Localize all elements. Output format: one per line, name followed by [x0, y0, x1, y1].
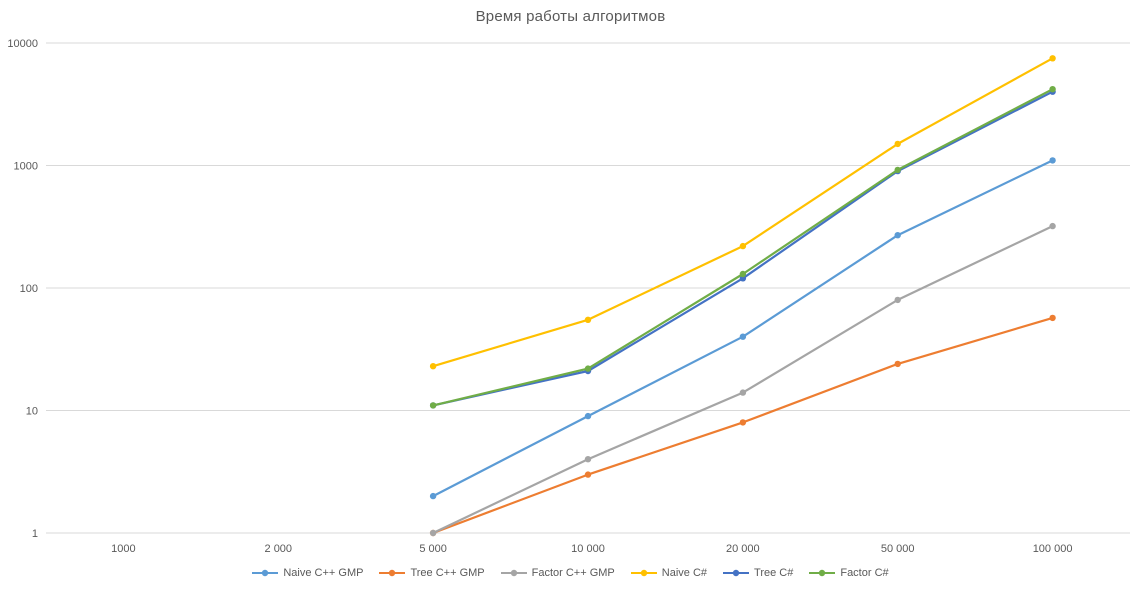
- data-point-marker: [894, 360, 901, 368]
- data-point-marker: [739, 333, 747, 340]
- data-point-marker: [1049, 222, 1056, 230]
- legend-item: Naive C#: [630, 567, 708, 579]
- legend-marker-icon: [630, 569, 657, 577]
- x-axis-tick-label: 100 000: [1033, 543, 1073, 555]
- y-axis-tick-label: 100: [20, 283, 38, 295]
- data-point-marker: [739, 419, 747, 426]
- data-point-marker: [894, 166, 901, 174]
- x-axis-tick-label: 1000: [111, 543, 135, 555]
- legend-item: Naive C++ GMP: [252, 567, 363, 579]
- data-point-marker: [429, 529, 437, 537]
- series-line: [432, 57, 1054, 368]
- y-axis-tick-label: 10: [26, 406, 38, 418]
- data-point-marker: [584, 456, 592, 463]
- data-point-marker: [584, 365, 592, 372]
- legend: Naive C++ GMP Tree C++ GMP Factor C++ GMP N…: [0, 567, 1141, 579]
- data-point-marker: [584, 471, 592, 478]
- legend-marker-icon: [252, 569, 279, 577]
- data-point-marker: [584, 412, 592, 420]
- legend-label: Naive C#: [661, 567, 708, 579]
- data-point-marker: [1049, 55, 1056, 62]
- legend-item: Tree C#: [723, 567, 793, 579]
- data-point-marker: [1049, 314, 1056, 322]
- legend-marker-icon: [809, 569, 836, 577]
- legend-label: Factor C++ GMP: [531, 567, 615, 579]
- legend-item: Tree C++ GMP: [379, 567, 485, 579]
- data-point-marker: [429, 492, 437, 500]
- legend-marker-icon: [500, 569, 527, 577]
- data-point-marker: [739, 242, 747, 250]
- data-point-marker: [894, 296, 901, 304]
- series-line: [432, 159, 1054, 498]
- data-point-marker: [429, 363, 437, 370]
- data-point-marker: [1049, 86, 1056, 93]
- legend-marker-icon: [379, 569, 406, 577]
- x-axis-tick-label: 50 000: [881, 543, 915, 555]
- data-point-marker: [429, 402, 437, 409]
- data-point-marker: [739, 270, 747, 278]
- legend-label: Factor C#: [840, 567, 889, 579]
- x-axis-tick-label: 10 000: [571, 543, 605, 555]
- plot-area: 1 10 100 1000 10000 1000 2 000 5 000 10 000 20 00…: [7, 38, 1130, 555]
- legend-label: Tree C++ GMP: [410, 567, 485, 579]
- legend-item: Factor C#: [809, 567, 889, 579]
- data-point-marker: [739, 389, 747, 396]
- legend-marker-icon: [723, 569, 750, 577]
- x-axis-tick-label: 20 000: [726, 543, 760, 555]
- y-axis-tick-label: 10000: [7, 38, 38, 50]
- y-axis-tick-label: 1: [32, 528, 38, 540]
- x-axis-tick-label: 5 000: [419, 543, 447, 555]
- y-axis-tick-label: 1000: [14, 161, 38, 173]
- chart-title: Время работы алгоритмов: [475, 8, 666, 25]
- data-point-marker: [1049, 157, 1056, 164]
- data-point-marker: [894, 140, 901, 148]
- legend-label: Naive C++ GMP: [283, 567, 364, 579]
- data-point-marker: [894, 232, 901, 239]
- data-point-marker: [584, 316, 592, 323]
- legend-item: Factor C++ GMP: [500, 567, 615, 579]
- legend-label: Tree C#: [754, 567, 794, 579]
- x-axis-tick-label: 2 000: [265, 543, 293, 555]
